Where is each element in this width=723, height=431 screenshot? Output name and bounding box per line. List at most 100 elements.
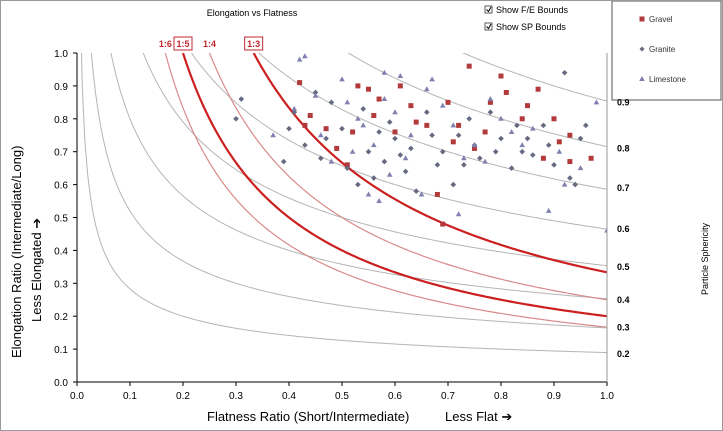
point-gravel [355,83,361,89]
point-gravel [350,129,356,135]
chart-title: Elongation vs Flatness [207,8,298,18]
point-limestone [371,142,377,148]
point-granite [360,106,366,112]
point-granite [365,148,372,155]
point-gravel [556,139,562,145]
legend-label-limestone: Limestone [649,75,686,84]
checkmark-icon [486,23,492,30]
point-gravel [302,122,308,128]
ratio-bound-1-5 [181,53,607,318]
point-limestone [360,122,366,128]
y-tick-label: 0.0 [54,378,68,389]
point-granite [508,165,515,171]
toggle-fe-bounds[interactable]: Show F/E Bounds [484,5,569,15]
sphericity-curve-0.3 [90,53,607,329]
y-tick-label: 0.8 [54,115,68,126]
point-limestone [487,96,494,102]
ratio-label-box [244,36,264,51]
legend-granite-marker [639,46,645,52]
point-granite [386,119,393,125]
point-granite [498,135,504,142]
point-limestone [402,155,409,161]
sphericity-label: 0.3 [617,323,630,333]
legend-limestone-marker [639,76,645,81]
point-gravel [567,159,573,165]
sphericity-curve-0.9 [462,53,607,102]
legend-label-gravel: Gravel [649,15,673,24]
point-limestone [349,148,356,154]
toggle-sp-bounds[interactable]: Show SP Bounds [484,22,566,32]
point-limestone [381,96,388,102]
plot-area: 1:6 1:5 1:4 1:3 [81,36,607,354]
point-limestone [498,115,504,121]
point-granite [530,152,536,158]
point-gravel [408,103,414,109]
point-granite [492,148,499,155]
ratio-label-1-3: 1:3 [247,39,260,49]
checkmark-icon [486,6,492,13]
point-gravel [344,162,350,168]
point-limestone [291,105,298,111]
y-axis-hint: Less Elongated ➔ [29,218,44,322]
point-limestone [270,132,276,138]
point-gravel [551,116,557,122]
point-granite [328,99,335,106]
point-granite [561,69,568,76]
axes: 0.0 0.1 0.2 0.3 0.4 0.5 0.6 0.7 0.8 0.9 1.0 0.0 0.1 0… [54,49,629,402]
point-granite [477,155,483,162]
point-limestone [439,102,446,108]
point-granite [233,116,239,122]
point-gravel [424,122,430,128]
point-granite [450,181,457,188]
x-tick-label: 0.7 [441,391,455,402]
point-granite [583,122,589,129]
legend-gravel-marker [639,16,645,22]
point-limestone [429,76,435,82]
x-tick-label: 0.5 [335,391,349,402]
checkbox-label: Show F/E Bounds [496,5,569,15]
point-limestone [519,142,525,148]
point-limestone [296,56,303,62]
point-limestone [302,53,308,59]
point-limestone [397,73,404,79]
point-limestone [424,86,430,92]
point-limestone [471,142,478,148]
point-granite [392,135,398,142]
sphericity-curve-0.2 [81,53,607,354]
ratio-label-box [173,36,193,51]
sphericity-label: 0.2 [617,349,630,359]
point-granite [424,109,430,116]
point-limestone [461,155,467,161]
point-granite [397,152,404,158]
sphericity-label: 0.6 [617,224,630,234]
point-gravel [535,86,541,92]
point-limestone [376,198,382,204]
sphericity-label: 0.5 [617,262,630,272]
point-granite [439,148,446,155]
point-limestone [450,122,457,128]
point-granite [429,132,435,139]
point-gravel [487,99,493,105]
point-gravel [323,126,329,132]
point-granite [413,188,419,194]
point-granite [402,168,409,175]
point-gravel [307,113,313,119]
point-limestone [408,132,414,138]
point-gravel [397,83,403,89]
point-gravel [413,119,419,125]
y-tick-label: 0.6 [54,181,68,192]
ratio-bound-1-4 [208,53,607,301]
point-gravel [334,145,340,151]
legend-label-granite: Granite [649,45,676,54]
ratio-bound-1-6 [164,53,607,328]
bounds-toggles: Show F/E Bounds Show SP Bounds [484,5,569,32]
ratio-label-1-4: 1:4 [203,39,216,49]
point-granite [302,142,308,148]
point-limestone [604,227,607,233]
sphericity-label: 0.9 [617,97,630,107]
point-limestone [365,191,372,197]
point-granite [466,116,472,122]
sphericity-curve-0.8 [347,53,607,148]
